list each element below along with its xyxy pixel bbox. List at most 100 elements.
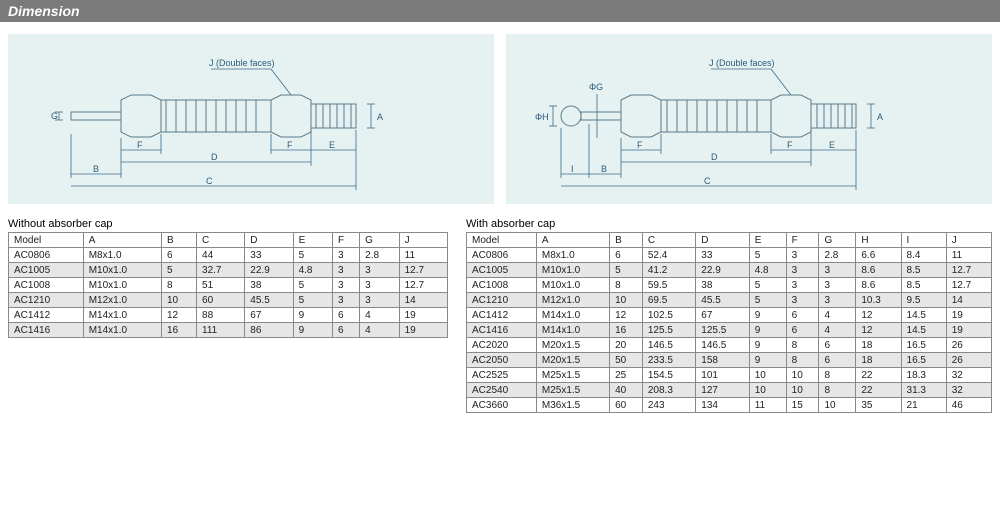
table-cell: 45.5	[696, 293, 749, 308]
table-cell: M14x1.0	[536, 323, 609, 338]
table-cell: 32.7	[197, 263, 245, 278]
section-header: Dimension	[0, 0, 1000, 22]
table-cell: 16.5	[901, 338, 946, 353]
table-cell: 22.9	[245, 263, 293, 278]
table-cell: 146.5	[642, 338, 695, 353]
col-header: D	[696, 233, 749, 248]
table-cell: 12.7	[399, 263, 447, 278]
table-cell: AC1210	[9, 293, 84, 308]
table-cell: M10x1.0	[83, 263, 161, 278]
table-cell: 101	[696, 368, 749, 383]
table-cell: M20x1.5	[536, 338, 609, 353]
table-cell: 10	[749, 383, 786, 398]
svg-text:A: A	[377, 112, 383, 122]
table-cell: M14x1.0	[83, 323, 161, 338]
table-cell: 4	[819, 308, 856, 323]
table-cell: 60	[197, 293, 245, 308]
col-header: Model	[467, 233, 537, 248]
table-cell: 67	[696, 308, 749, 323]
table-cell: 12	[856, 308, 901, 323]
table-cell: 46	[946, 398, 991, 413]
table-cell: 9	[749, 353, 786, 368]
table-cell: M8x1.0	[83, 248, 161, 263]
col-header: G	[360, 233, 399, 248]
table-cell: 60	[610, 398, 643, 413]
table-cell: M20x1.5	[536, 353, 609, 368]
diagram-row: G A B D C E F F J (Double faces)	[8, 34, 992, 204]
svg-text:C: C	[704, 176, 711, 186]
table-cell: 26	[946, 338, 991, 353]
table-cell: AC1416	[467, 323, 537, 338]
col-header: D	[245, 233, 293, 248]
table-cell: 20	[610, 338, 643, 353]
col-header: H	[856, 233, 901, 248]
table-cell: 5	[161, 263, 196, 278]
table-cell: AC0806	[9, 248, 84, 263]
table-cell: 18.3	[901, 368, 946, 383]
table-cell: 9	[749, 338, 786, 353]
col-header: A	[83, 233, 161, 248]
table-cell: 6.6	[856, 248, 901, 263]
table-cell: 32	[946, 383, 991, 398]
table-cell: 8	[819, 368, 856, 383]
table-cell: 14.5	[901, 308, 946, 323]
svg-text:D: D	[711, 152, 718, 162]
table-cell: 14.5	[901, 323, 946, 338]
table-cell: 19	[399, 323, 447, 338]
table-cell: 4	[360, 308, 399, 323]
table-caption-left: Without absorber cap	[8, 218, 448, 230]
table-cell: 15	[786, 398, 819, 413]
table-cell: M14x1.0	[83, 308, 161, 323]
table-cell: 14	[399, 293, 447, 308]
table-cell: 10	[786, 383, 819, 398]
table-cell: 208.3	[642, 383, 695, 398]
table-cell: 22	[856, 368, 901, 383]
table-cell: 102.5	[642, 308, 695, 323]
table-cell: 19	[946, 308, 991, 323]
table-row: AC2050M20x1.550233.51589861816.526	[467, 353, 992, 368]
table-cell: 3	[333, 248, 360, 263]
svg-text:E: E	[829, 140, 835, 150]
svg-text:B: B	[601, 164, 607, 174]
table-row: AC1008M10x1.0859.5385338.68.512.7	[467, 278, 992, 293]
table-cell: 50	[610, 353, 643, 368]
table-cell: 127	[696, 383, 749, 398]
table-cell: 11	[399, 248, 447, 263]
table-cell: 11	[946, 248, 991, 263]
table-cell: 52.4	[642, 248, 695, 263]
col-header: F	[333, 233, 360, 248]
diagram-without-cap: G A B D C E F F J (Double faces)	[8, 34, 494, 204]
col-header: C	[642, 233, 695, 248]
table-cell: 12.7	[946, 278, 991, 293]
table-with-cap: With absorber cap ModelABCDEFGHIJAC0806M…	[466, 218, 992, 413]
table-cell: 12	[856, 323, 901, 338]
table-cell: AC2540	[467, 383, 537, 398]
table-cell: 9	[749, 308, 786, 323]
col-header: B	[610, 233, 643, 248]
table-row: AC1005M10x1.0541.222.94.8338.68.512.7	[467, 263, 992, 278]
table-cell: 8.6	[856, 263, 901, 278]
table-cell: M10x1.0	[536, 278, 609, 293]
table-cell: 3	[786, 248, 819, 263]
col-header: I	[901, 233, 946, 248]
table-cell: 12	[161, 308, 196, 323]
table-cell: AC2020	[467, 338, 537, 353]
diagram-with-cap: ΦH ΦG A I B D C E F F J (Double faces)	[506, 34, 992, 204]
table-cell: 5	[293, 293, 332, 308]
table-cell: 3	[819, 278, 856, 293]
table-cell: 5	[749, 248, 786, 263]
table-row: AC1416M14x1.0161118696419	[9, 323, 448, 338]
table-cell: 5	[293, 248, 332, 263]
table-cell: 8.5	[901, 263, 946, 278]
col-header: B	[161, 233, 196, 248]
svg-text:F: F	[637, 140, 643, 150]
svg-text:D: D	[211, 152, 218, 162]
table-cell: 12.7	[399, 278, 447, 293]
col-header: C	[197, 233, 245, 248]
table-cell: 3	[360, 263, 399, 278]
table-cell: 5	[749, 293, 786, 308]
table-cell: 8.4	[901, 248, 946, 263]
table-cell: AC3660	[467, 398, 537, 413]
table-cell: 21	[901, 398, 946, 413]
table-cell: 10	[749, 368, 786, 383]
